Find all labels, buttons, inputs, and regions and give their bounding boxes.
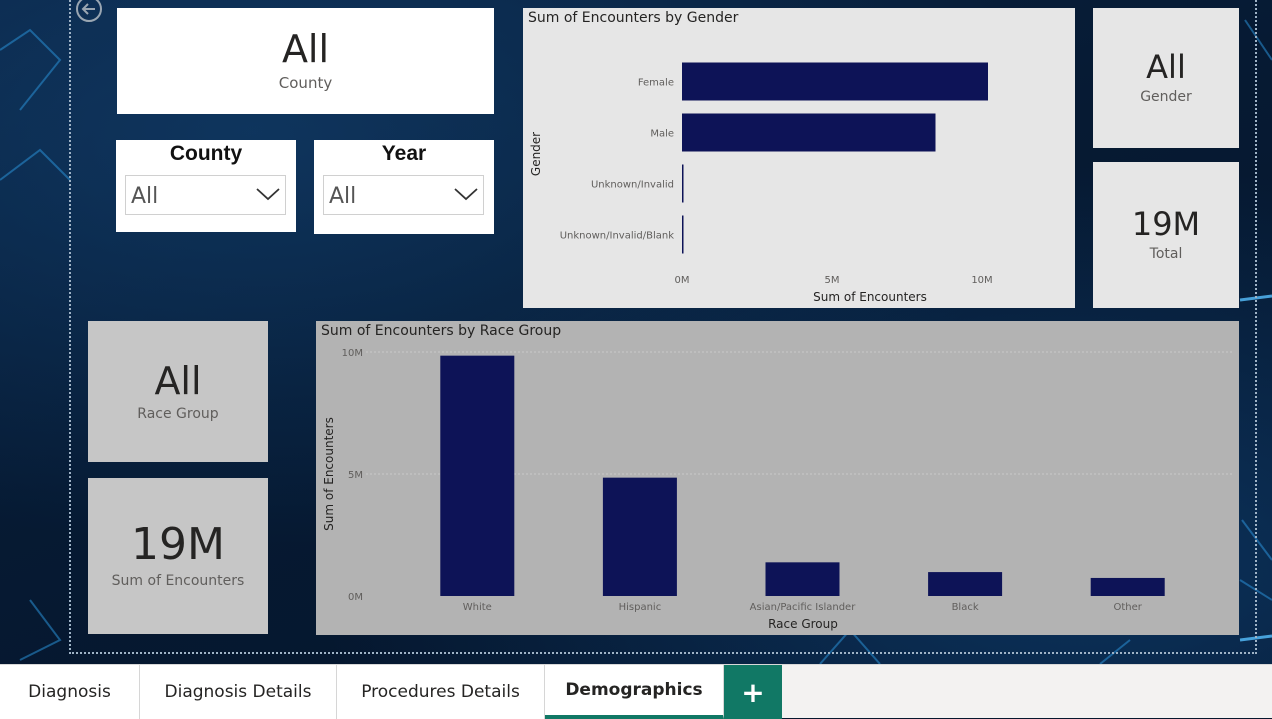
year-dropdown[interactable]: All	[323, 175, 484, 215]
tab-demographics[interactable]: Demographics	[545, 665, 724, 719]
gender-chart-title: Sum of Encounters by Gender	[528, 10, 739, 26]
gender-bar	[682, 164, 684, 203]
gender-category-label: Male	[650, 129, 674, 140]
gender-x-tick-label: 10M	[971, 275, 992, 286]
gender-x-axis-title: Sum of Encounters	[813, 290, 927, 304]
race-y-tick-label: 5M	[348, 470, 363, 481]
year-dropdown-value: All	[329, 184, 357, 209]
race-bar	[1090, 577, 1165, 596]
gender-category-label: Unknown/Invalid/Blank	[560, 231, 675, 242]
total-card-value: 19M	[1131, 205, 1201, 243]
gender-chart[interactable]: Sum of Encounters by Gender Female Male Un…	[523, 8, 1075, 308]
tab-diagnosis-details[interactable]: Diagnosis Details	[140, 665, 337, 719]
county-dropdown-value: All	[131, 184, 159, 209]
tab-procedures-details[interactable]: Procedures Details	[337, 665, 545, 719]
county-card: All County	[117, 8, 494, 114]
gender-x-tick-label: 5M	[825, 275, 840, 286]
county-slicer-title: County	[169, 142, 243, 165]
gender-chart-svg: Female Male Unknown/Invalid Unknown/Invalid…	[529, 62, 993, 304]
race-y-tick-label: 0M	[348, 592, 363, 603]
race-group-card: All Race Group	[88, 321, 268, 462]
race-group-chart[interactable]: Sum of Encounters by Race Group 10M 5M 0M W…	[316, 321, 1239, 635]
race-category-label: Black	[952, 602, 979, 613]
chevron-down-icon	[454, 188, 478, 201]
race-bar	[765, 562, 840, 596]
sum-encounters-card: 19M Sum of Encounters	[88, 478, 268, 634]
race-group-chart-svg: 10M 5M 0M White Hispanic Asian/Pacific Island…	[322, 348, 1234, 631]
gender-bar	[682, 215, 684, 254]
county-slicer: County All	[116, 140, 296, 232]
gender-y-axis-title: Gender	[529, 132, 543, 176]
race-category-label: Asian/Pacific Islander	[750, 602, 857, 613]
back-arrow-icon[interactable]	[74, 0, 104, 24]
chevron-down-icon	[256, 188, 280, 201]
county-dropdown[interactable]: All	[125, 175, 286, 215]
gender-x-tick-label: 0M	[675, 275, 690, 286]
race-y-axis-title: Sum of Encounters	[322, 417, 336, 531]
race-group-card-value: All	[154, 358, 202, 403]
gender-card-label: Gender	[1140, 89, 1192, 105]
add-page-button[interactable]: +	[724, 665, 782, 719]
race-bar	[440, 355, 515, 596]
gender-category-label: Female	[638, 78, 674, 89]
race-group-card-label: Race Group	[137, 405, 219, 422]
race-category-label: White	[463, 602, 492, 613]
gender-card-value: All	[1146, 48, 1186, 86]
page-tab-bar: Diagnosis Diagnosis Details Procedures D…	[0, 664, 1272, 719]
race-group-chart-title: Sum of Encounters by Race Group	[321, 323, 562, 339]
gender-bar	[682, 62, 988, 101]
county-card-value: All	[281, 27, 330, 71]
total-card-label: Total	[1149, 246, 1183, 262]
county-card-label: County	[278, 74, 333, 92]
race-bar	[928, 572, 1003, 596]
gender-category-label: Unknown/Invalid	[591, 180, 674, 191]
race-category-label: Other	[1113, 602, 1142, 613]
report-canvas: All County County All Year All Sum of En…	[0, 0, 1272, 664]
gender-bar	[682, 113, 936, 152]
tab-diagnosis[interactable]: Diagnosis	[0, 665, 140, 719]
race-y-tick-label: 10M	[342, 348, 363, 359]
year-slicer-title: Year	[381, 142, 427, 165]
race-category-label: Hispanic	[619, 602, 662, 613]
sum-encounters-card-value: 19M	[131, 519, 225, 570]
sum-encounters-card-label: Sum of Encounters	[111, 573, 245, 589]
race-x-axis-title: Race Group	[768, 617, 838, 631]
report-frame-border	[69, 0, 1257, 654]
race-bar	[602, 477, 677, 596]
gender-card: All Gender	[1093, 8, 1239, 148]
year-slicer: Year All	[314, 140, 494, 234]
total-card: 19M Total	[1093, 162, 1239, 308]
